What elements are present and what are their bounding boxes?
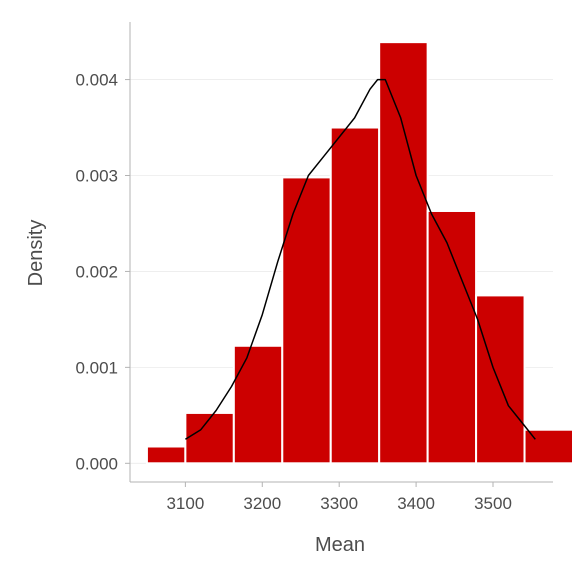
histogram-bars [145,41,574,465]
x-tick-label: 3300 [320,494,358,513]
x-tick-label: 3400 [397,494,435,513]
histogram-bar [378,41,429,465]
y-tick-label: 0.000 [75,454,118,473]
histogram-bar [281,176,332,465]
y-tick-label: 0.002 [75,262,118,281]
histogram-bar [426,209,478,465]
density-curve [185,78,536,440]
y-tick-label: 0.004 [75,71,118,90]
axes [129,22,553,483]
x-tick-label: 3200 [243,494,281,513]
density-curve-group [185,78,536,440]
y-axis-ticks: 0.000 0.001 0.002 0.003 0.004 [75,71,130,473]
x-axis-ticks: 3100 3200 3300 3400 3500 [166,482,512,513]
x-tick-label: 3100 [166,494,204,513]
histogram-bar [145,445,187,465]
histogram-bar [184,411,235,465]
histogram-bar [329,126,381,465]
histogram-bar [232,344,284,465]
x-tick-label: 3500 [474,494,512,513]
histogram-bar [475,294,526,465]
y-axis-title: Density [25,220,47,287]
y-tick-label: 0.003 [75,166,118,185]
x-axis-title: Mean [315,534,365,556]
y-tick-label: 0.001 [75,358,118,377]
